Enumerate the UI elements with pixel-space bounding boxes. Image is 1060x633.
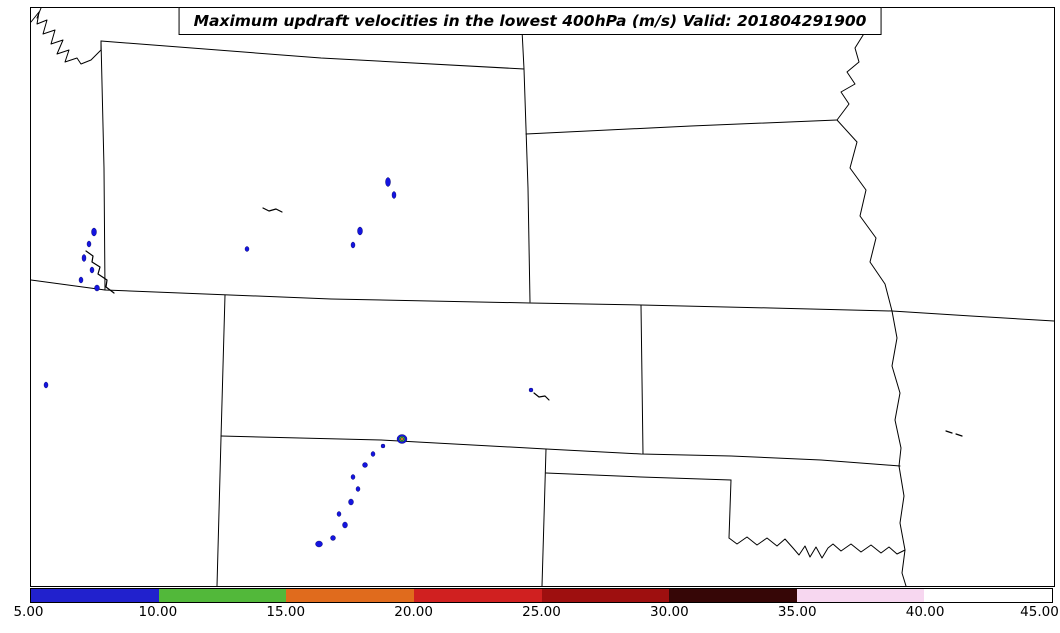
state-borders-svg [31, 8, 1054, 586]
state-border-wyoming-east-nebraska-west [523, 68, 531, 303]
updraft-cell [342, 521, 348, 529]
contour-mark-right-side-small-marks [945, 430, 963, 437]
colorbar-segment [924, 589, 1052, 602]
updraft-cell [370, 451, 376, 457]
state-border-iowa-missouri [891, 310, 1054, 322]
colorbar-segment [286, 589, 414, 602]
updraft-cell [362, 462, 368, 468]
state-border-montana-southdakota [521, 29, 525, 70]
updraft-cell [350, 474, 356, 480]
colorbar-tick-label: 25.00 [522, 604, 561, 620]
colorbar-tick-label: 40.00 [905, 604, 945, 620]
colorbar-segment [413, 589, 542, 602]
updraft-cell [350, 241, 356, 249]
colorbar-segment [541, 589, 670, 602]
state-border-colorado-kansas [640, 304, 644, 455]
colorbar-tick-label: 35.00 [777, 604, 817, 620]
updraft-cell [355, 486, 361, 492]
plot-title: Maximum updraft velocities in the lowest… [178, 7, 882, 35]
state-border-lat37-colorado-newmexico-kansas-oklahoma [220, 435, 901, 467]
state-border-idaho-jagged-spur [36, 8, 42, 19]
colorbar-tick-label: 45.00 [1020, 604, 1059, 620]
map-frame [30, 7, 1055, 587]
state-border-red-river-oklahoma-texas [728, 536, 906, 559]
updraft-cell [385, 177, 391, 187]
updraft-cell [336, 511, 342, 517]
state-border-wyoming-colorado-nebraska-kansas [31, 279, 893, 312]
state-border-newmexico-texas [541, 448, 547, 586]
updraft-cell [348, 498, 354, 506]
colorbar-tick-label: 30.00 [650, 604, 689, 620]
updraft-cell [86, 240, 92, 248]
updraft-cell [357, 226, 363, 236]
state-border-oklahoma-west-100w [728, 479, 732, 539]
contour-mark-nebraska-panhandle-mark [533, 392, 550, 401]
updraft-cell [244, 246, 250, 252]
colorbar [30, 588, 1053, 603]
state-border-kansas-missouri-oklahoma-east [891, 310, 907, 586]
colorbar-tick-label: 15.00 [266, 604, 306, 620]
updraft-cell [380, 443, 386, 449]
colorbar-segment [669, 589, 797, 602]
updraft-cell [400, 437, 404, 441]
updraft-cell [91, 227, 97, 237]
updraft-cell [315, 540, 323, 548]
updraft-cell [94, 284, 100, 292]
state-border-colorado-utah-newmexico-arizona [216, 294, 226, 586]
contour-mark-wyoming-interior-mark [262, 207, 283, 213]
colorbar-segment [796, 589, 925, 602]
updraft-cell [391, 191, 397, 199]
colorbar-segment [158, 589, 287, 602]
state-border-nebraska-iowa-river [836, 119, 893, 312]
updraft-cell [330, 535, 336, 541]
contour-mark-left-edge-diagonal-mark [85, 250, 115, 294]
colorbar-tick-label: 5.00 [13, 604, 44, 620]
colorbar-segment [31, 589, 159, 602]
state-border-wyoming-west [100, 40, 106, 291]
updraft-cell [89, 266, 95, 274]
state-border-wyoming-north [100, 40, 525, 70]
state-border-texas-north-panhandle [545, 472, 732, 481]
colorbar-tick-label: 10.00 [138, 604, 178, 620]
updraft-cell [78, 276, 84, 284]
updraft-cell [528, 387, 534, 393]
colorbar-tick-labels: 5.00 10.00 15.00 20.00 25.00 30.00 35.00 40.00 4… [13, 604, 1058, 622]
updraft-cell [81, 254, 87, 262]
state-border-idaho-montana-jagged [31, 11, 102, 65]
colorbar-tick-label: 20.00 [394, 604, 433, 620]
state-border-nebraska-southdakota [525, 119, 838, 135]
updraft-cell [43, 381, 49, 389]
